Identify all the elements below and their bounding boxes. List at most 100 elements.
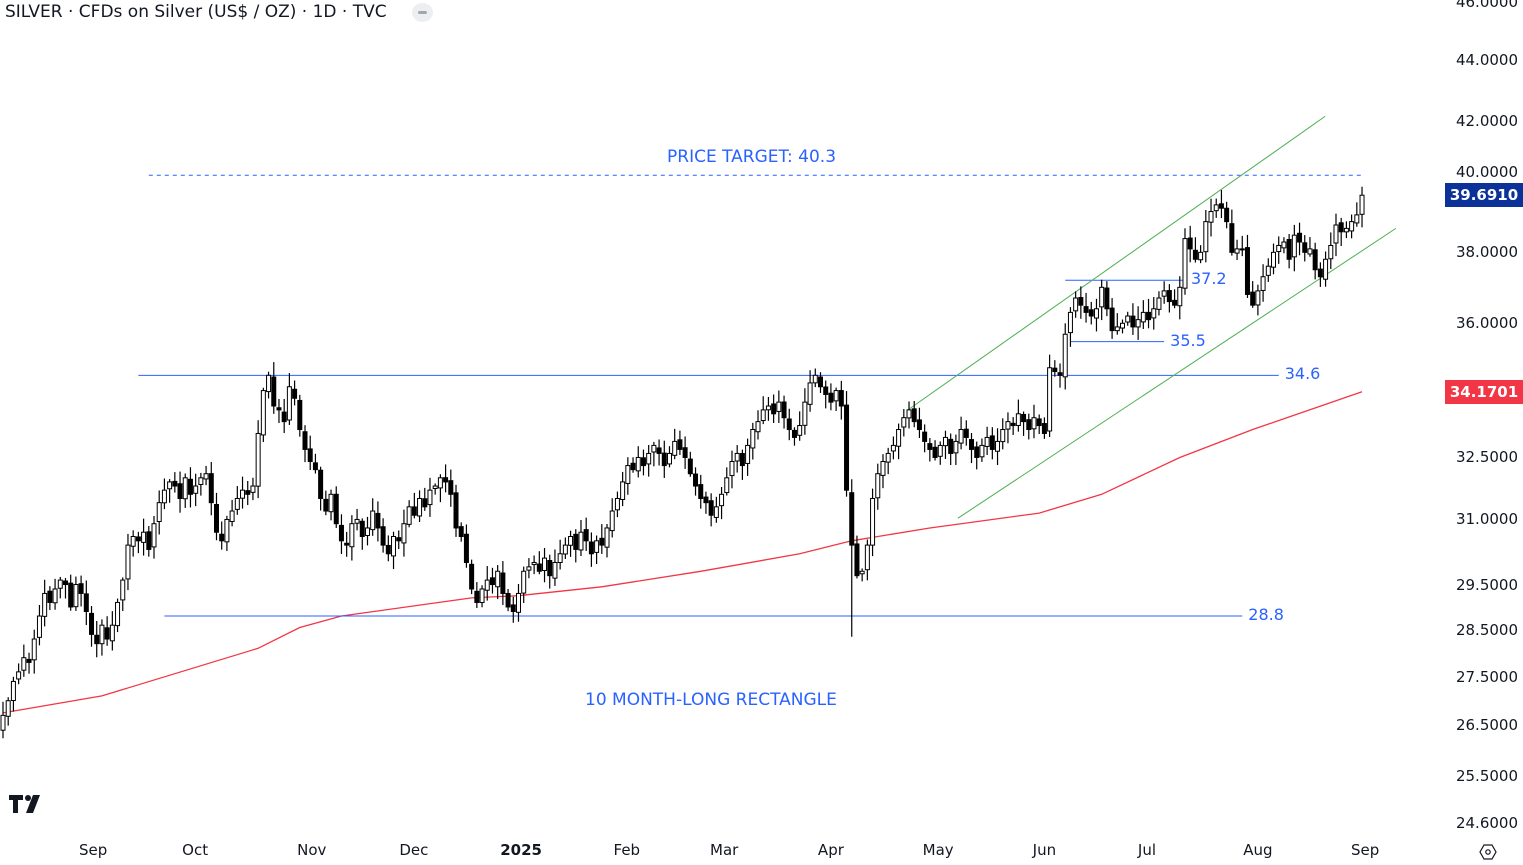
bullish-candle [646,452,652,465]
bearish-candle [682,447,688,458]
bearish-candle [693,473,699,487]
time-tick-label: Oct [182,841,209,859]
bearish-candle [1250,291,1256,306]
bullish-candle [604,527,610,548]
bearish-candle [1146,311,1152,321]
bullish-candle [1208,211,1214,223]
bullish-candle [224,518,230,543]
bearish-candle [1010,422,1016,427]
bearish-candle [396,537,402,542]
bearish-candle [510,604,516,612]
bullish-candle [349,523,355,548]
time-tick-label: 2025 [500,841,542,859]
bearish-candle [94,634,100,645]
bullish-candle [755,421,761,433]
bearish-candle [1338,222,1344,233]
bullish-candle [1203,221,1209,253]
tradingview-logo[interactable] [9,795,47,817]
bullish-candle [594,540,600,553]
bullish-candle [156,502,162,522]
bearish-candle [771,403,777,415]
bearish-candle [271,376,277,407]
bearish-candle [703,496,709,504]
bearish-candle [443,477,449,483]
bullish-candle [1031,417,1037,430]
bullish-candle [901,417,907,428]
bearish-candle [656,447,662,454]
bullish-candle [16,671,22,680]
bullish-candle [515,592,521,613]
bullish-candle [31,638,37,661]
bullish-candle [1271,251,1277,268]
bullish-candle [1265,265,1271,276]
bearish-candle [573,533,579,550]
bearish-candle [281,411,287,423]
bullish-candle [1333,224,1339,244]
bullish-candle [250,485,256,493]
bullish-candle [885,452,891,463]
bullish-candle [370,510,376,531]
bearish-candle [1021,413,1027,423]
bullish-candle [406,506,412,525]
bearish-candle [89,612,95,635]
channel-upper-line [907,115,1326,411]
bullish-candle [1307,248,1313,255]
bullish-candle [21,657,27,671]
time-tick-label: Jun [1032,841,1057,859]
price-tick-label: 36.0000 [1455,314,1518,333]
price-tick-label: 24.6000 [1455,813,1518,832]
bearish-candle [1297,232,1303,243]
bullish-candle [1156,297,1162,310]
bullish-candle [1177,286,1183,307]
bearish-candle [500,572,506,594]
bullish-candle [1328,244,1334,260]
bearish-candle [411,506,417,516]
bearish-candle [245,490,251,495]
bullish-candle [193,485,199,494]
chart-title: SILVER · CFDs on Silver (US$ / OZ) · 1D … [5,2,387,22]
bullish-candle [427,489,433,506]
bearish-candle [823,386,829,395]
bullish-candle [141,531,147,543]
bullish-candle [713,506,719,518]
bearish-candle [312,462,318,471]
bullish-candle [1239,248,1245,251]
bearish-candle [297,399,303,431]
bullish-candle [995,440,1001,452]
bullish-candle [57,579,63,589]
bearish-candle [375,512,381,529]
bearish-candle [276,407,282,411]
bearish-candle [469,563,475,590]
minus-circle-icon[interactable] [412,3,433,22]
bearish-candle [47,590,53,603]
settings-icon[interactable] [1479,843,1497,865]
bearish-candle [786,418,792,431]
bearish-candle [187,478,193,495]
bearish-candle [338,524,344,542]
bearish-candle [989,435,995,450]
bullish-candle [484,579,490,591]
bullish-candle [1213,204,1219,212]
bearish-candle [1036,418,1042,427]
bullish-candle [109,624,115,642]
bullish-candle [120,579,126,601]
bearish-candle [213,504,219,533]
bearish-candle [911,408,917,423]
bearish-candle [640,457,646,467]
bearish-candle [177,483,183,499]
bearish-candle [344,542,350,546]
bearish-candle [1109,307,1115,332]
bearish-candle [1218,203,1224,209]
bullish-candle [1140,311,1146,323]
time-tick-label: Jul [1137,841,1157,859]
bullish-candle [52,588,58,604]
bullish-candle [614,497,620,511]
bullish-candle [198,477,204,485]
bullish-candle [797,425,803,436]
time-tick-label: Feb [613,841,641,859]
bullish-candle [620,481,626,500]
bullish-candle [526,566,532,571]
bearish-candle [292,388,298,399]
price-tick-label: 28.5000 [1455,620,1518,639]
